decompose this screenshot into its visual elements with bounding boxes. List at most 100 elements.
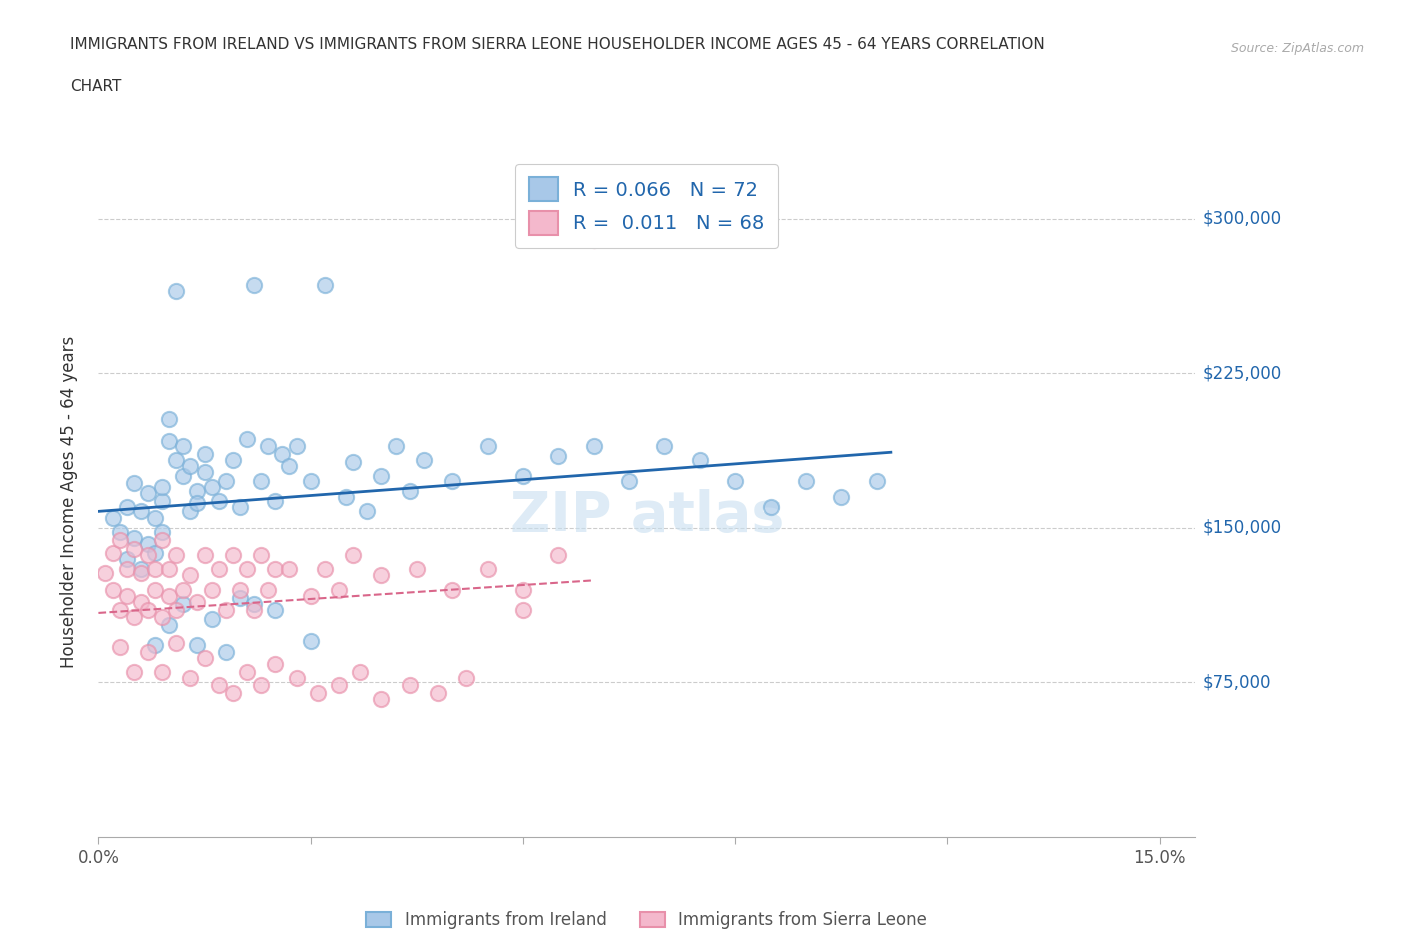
Point [150,665,173,680]
Point [307,685,329,700]
Point [257,438,280,453]
Point [236,432,259,446]
Point [108,533,131,548]
Point [172,438,194,453]
Y-axis label: Householder Income Ages 45 - 64 years: Householder Income Ages 45 - 64 years [59,336,77,669]
Point [278,562,301,577]
Point [165,547,187,562]
Point [328,677,350,692]
Point [349,665,371,680]
Point [101,545,124,560]
Point [201,611,224,626]
Point [129,562,152,577]
Text: IMMIGRANTS FROM IRELAND VS IMMIGRANTS FROM SIERRA LEONE HOUSEHOLDER INCOME AGES : IMMIGRANTS FROM IRELAND VS IMMIGRANTS FR… [70,37,1045,52]
Point [398,677,420,692]
Point [299,589,322,604]
Point [477,562,499,577]
Point [136,644,159,659]
Point [215,644,238,659]
Point [547,448,569,463]
Point [830,489,852,504]
Point [179,671,201,685]
Point [172,469,194,484]
Point [115,589,138,604]
Point [342,547,364,562]
Point [271,446,294,461]
Point [108,525,131,539]
Point [101,511,124,525]
Point [264,657,287,671]
Point [257,582,280,597]
Point [370,568,392,583]
Point [222,685,245,700]
Point [724,473,747,488]
Point [264,603,287,618]
Point [115,551,138,566]
Point [264,494,287,509]
Point [582,438,605,453]
Text: $75,000: $75,000 [1202,673,1271,692]
Point [108,640,131,655]
Point [215,473,238,488]
Point [136,603,159,618]
Point [150,525,173,539]
Point [186,496,208,511]
Point [547,547,569,562]
Point [222,453,245,468]
Text: CHART: CHART [70,79,122,94]
Text: $225,000: $225,000 [1202,365,1281,382]
Point [477,438,499,453]
Text: $150,000: $150,000 [1202,519,1281,537]
Point [229,582,252,597]
Point [299,634,322,649]
Point [115,562,138,577]
Point [236,562,259,577]
Point [157,618,180,632]
Point [186,638,208,653]
Text: $300,000: $300,000 [1202,210,1281,228]
Point [794,473,817,488]
Point [299,473,322,488]
Point [759,500,782,515]
Text: Source: ZipAtlas.com: Source: ZipAtlas.com [1230,42,1364,55]
Point [150,479,173,494]
Point [179,568,201,583]
Point [222,547,245,562]
Point [157,589,180,604]
Point [150,494,173,509]
Point [441,473,464,488]
Point [165,453,187,468]
Point [129,565,152,580]
Point [122,531,145,546]
Point [335,489,357,504]
Point [208,494,231,509]
Point [356,504,378,519]
Point [143,562,166,577]
Point [370,469,392,484]
Point [157,434,180,449]
Point [193,547,215,562]
Point [165,636,187,651]
Point [427,685,450,700]
Point [441,582,464,597]
Text: ZIP atlas: ZIP atlas [509,488,785,542]
Point [179,458,201,473]
Point [617,473,640,488]
Point [150,609,173,624]
Point [250,547,273,562]
Point [229,500,252,515]
Point [143,582,166,597]
Point [136,537,159,551]
Point [314,562,336,577]
Point [398,484,420,498]
Point [285,671,308,685]
Point [342,455,364,470]
Point [243,597,266,612]
Point [208,562,231,577]
Point [101,582,124,597]
Legend: Immigrants from Ireland, Immigrants from Sierra Leone: Immigrants from Ireland, Immigrants from… [360,905,934,930]
Point [236,665,259,680]
Point [186,594,208,609]
Point [229,591,252,605]
Point [129,504,152,519]
